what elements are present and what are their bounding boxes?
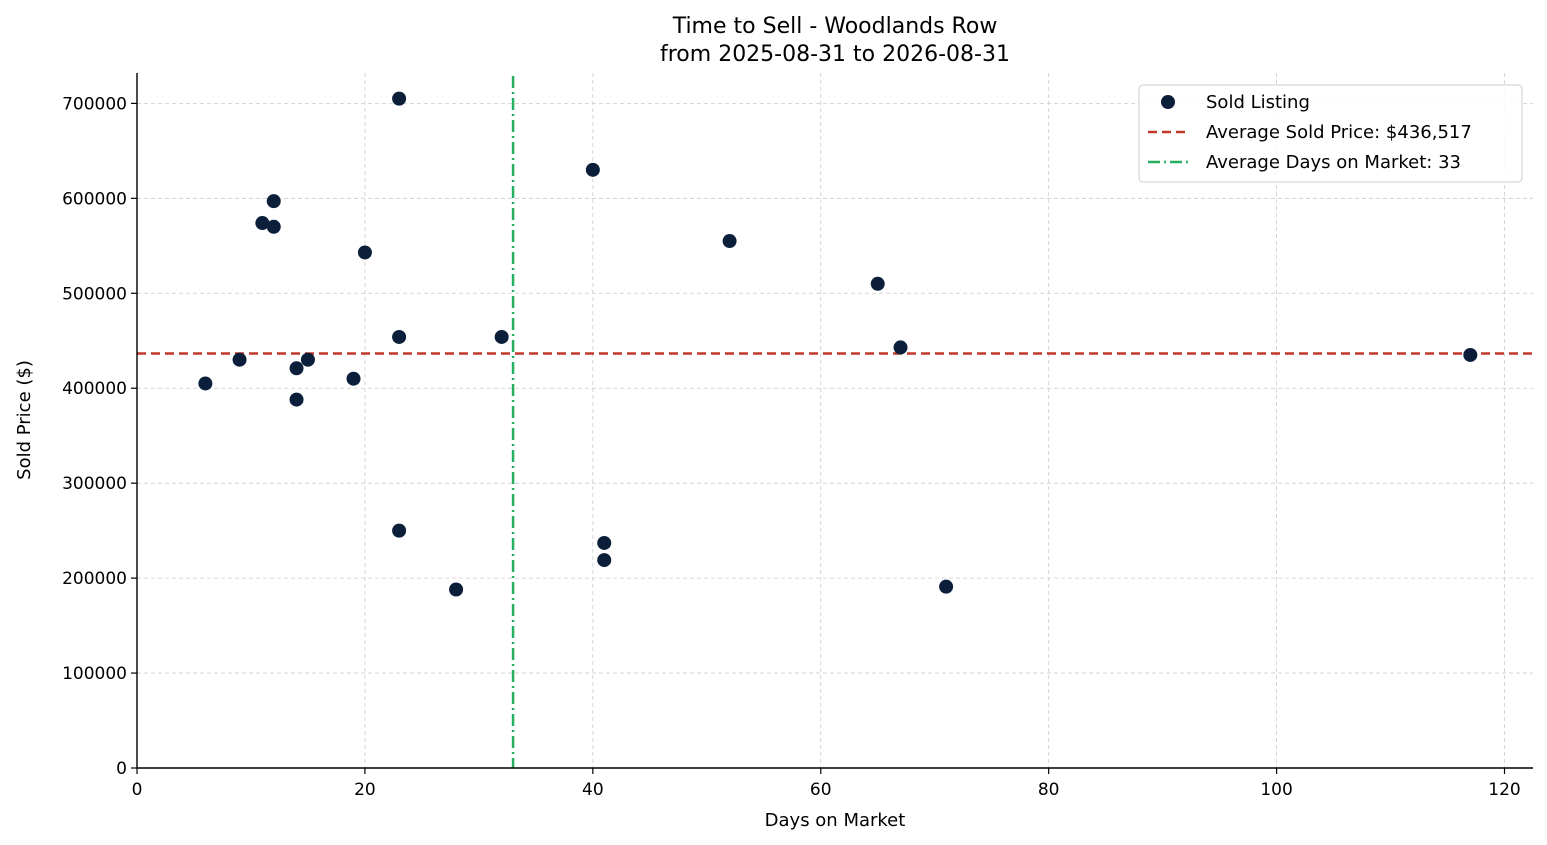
y-tick-label: 300000: [62, 474, 127, 494]
legend-marker-sold-listing: [1161, 95, 1175, 109]
x-tick-label: 100: [1260, 780, 1292, 800]
reference-lines: [137, 76, 1533, 768]
legend-label-average-days: Average Days on Market: 33: [1206, 152, 1461, 173]
y-tick-label: 100000: [62, 664, 127, 684]
sold-listing-point: [266, 194, 281, 209]
legend-label-sold-listing: Sold Listing: [1206, 92, 1310, 113]
y-ticks: 0 100000 200000 300000 400000 500000 600000 700…: [62, 94, 137, 779]
x-axis-label: Days on Market: [765, 810, 906, 831]
sold-listing-point: [494, 329, 509, 344]
x-tick-label: 0: [132, 780, 143, 800]
sold-listing-point: [255, 216, 270, 231]
x-ticks: 0 20 40 60 80 100 120: [132, 768, 1521, 800]
data-points: [198, 91, 1478, 597]
sold-listing-point: [893, 340, 908, 355]
sold-listing-point: [597, 535, 612, 550]
sold-listing-point: [1463, 347, 1478, 362]
x-tick-label: 20: [354, 780, 376, 800]
sold-listing-point: [597, 553, 612, 568]
sold-listing-point: [449, 582, 464, 597]
sold-listing-point: [870, 276, 885, 291]
sold-listing-point: [939, 579, 954, 594]
sold-listing-point: [198, 376, 213, 391]
y-tick-label: 200000: [62, 569, 127, 589]
y-tick-label: 400000: [62, 379, 127, 399]
sold-listing-point: [722, 234, 737, 249]
y-tick-label: 700000: [62, 94, 127, 114]
sold-listing-point: [585, 162, 600, 177]
legend: Sold Listing Average Sold Price: $436,51…: [1138, 84, 1523, 183]
sold-listing-point: [289, 361, 304, 376]
chart-title: Time to Sell - Woodlands Row: [672, 14, 998, 39]
chart-subtitle: from 2025-08-31 to 2026-08-31: [660, 42, 1010, 67]
sold-listing-point: [232, 352, 247, 367]
legend-label-average-price: Average Sold Price: $436,517: [1206, 122, 1472, 143]
sold-listing-point: [289, 392, 304, 407]
sold-listing-point: [357, 245, 372, 260]
sold-listing-point: [266, 219, 281, 234]
sold-listing-point: [392, 91, 407, 106]
x-tick-label: 120: [1488, 780, 1520, 800]
sold-listing-point: [392, 329, 407, 344]
x-tick-label: 80: [1038, 780, 1060, 800]
sold-listing-point: [392, 523, 407, 538]
y-tick-label: 0: [116, 759, 127, 779]
y-tick-label: 600000: [62, 189, 127, 209]
sold-listing-point: [300, 352, 315, 367]
legend-box: [1138, 84, 1523, 183]
x-tick-label: 40: [582, 780, 604, 800]
sold-listing-point: [346, 371, 361, 386]
y-tick-label: 500000: [62, 284, 127, 304]
x-tick-label: 60: [810, 780, 832, 800]
y-axis-label: Sold Price ($): [14, 360, 35, 480]
